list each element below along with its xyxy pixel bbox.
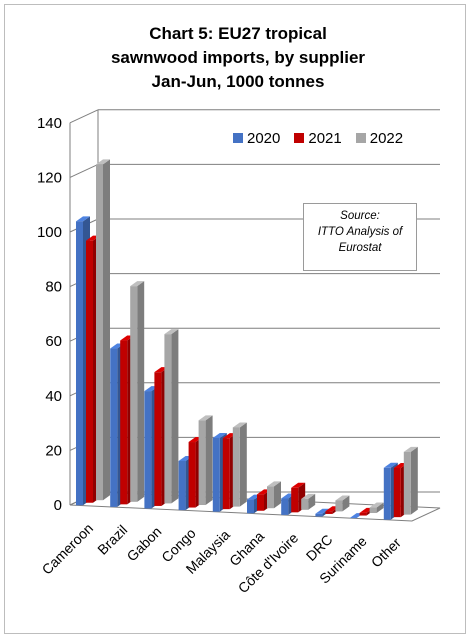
bar-front: [281, 498, 289, 515]
bar-top: [267, 481, 281, 487]
bar-2022-malaysia: [232, 422, 247, 507]
legend-label-2022: 2022: [369, 129, 404, 147]
bar-front: [232, 427, 240, 507]
bar-top: [291, 482, 306, 488]
chart-title-line-1: Chart 5: EU27 tropical: [149, 24, 327, 43]
bar-front: [164, 334, 172, 504]
bar-2022-cameroon: [96, 159, 110, 501]
bar-top: [164, 329, 179, 335]
bar-side: [342, 495, 350, 512]
bar-2022-ghana: [267, 481, 281, 509]
y-tick-label: 80: [45, 279, 62, 296]
bar-front: [198, 420, 206, 506]
bar-side: [103, 159, 110, 501]
bar-front: [110, 348, 118, 507]
bar-front: [257, 494, 264, 511]
bar-2022-drc: [335, 495, 350, 512]
bar-top: [335, 495, 350, 501]
bar-2022-gabon: [164, 329, 179, 504]
bar-top: [301, 493, 316, 499]
chart-title-line-2: sawnwood imports, by supplier: [110, 48, 366, 67]
y-tick-label: 0: [54, 497, 62, 514]
bar-front: [144, 391, 152, 509]
bar-front: [383, 467, 391, 520]
bar-front: [267, 486, 274, 509]
bar-front: [291, 487, 299, 513]
legend-label-2020: 2020: [247, 129, 281, 147]
legend-label-2021: 2021: [308, 129, 342, 147]
x-tick-label: DRC: [303, 531, 336, 564]
bar-front: [369, 507, 377, 514]
legend-item-2021: 2021: [294, 129, 342, 147]
bar-front: [120, 340, 128, 505]
bar-side: [376, 502, 384, 514]
bar-side: [308, 493, 316, 510]
bar-2022-suriname: [369, 502, 384, 514]
bar-top: [76, 216, 90, 222]
legend-item-2020: 2020: [233, 130, 280, 147]
bar-front: [130, 286, 138, 502]
bar-top: [130, 281, 145, 287]
bar-front: [315, 513, 323, 517]
bar-2022-c-te-d-ivoire: [301, 493, 316, 510]
bar-top: [212, 432, 227, 438]
legend-swatch-2020: [233, 133, 243, 143]
bar-front: [393, 468, 401, 518]
chart-title: Chart 5: EU27 tropical sawnwood imports,…: [0, 22, 476, 94]
bar-front: [178, 460, 186, 511]
gridline-side: [69, 109, 99, 124]
bar-front: [301, 498, 309, 510]
source-line-2: ITTO Analysis of: [317, 226, 403, 238]
bar-front: [154, 372, 162, 506]
source-line-1: Source:: [340, 210, 380, 222]
y-tick-label: 140: [37, 115, 62, 132]
bar-2022-congo: [198, 415, 213, 506]
x-tick-label: Cameroon: [39, 520, 97, 578]
bar-front: [188, 442, 196, 508]
bar-front: [335, 500, 343, 512]
bar-side: [171, 329, 179, 504]
bar-front: [86, 240, 93, 503]
legend-swatch-2021: [294, 133, 305, 143]
bar-2022-other: [403, 446, 418, 515]
legend-item-2022: 2022: [355, 129, 404, 147]
chart-title-line-3: Jan-Jun, 1000 tonnes: [151, 72, 325, 91]
bar-top: [403, 446, 418, 452]
y-tick-label: 120: [37, 169, 62, 186]
bar-front: [325, 511, 333, 514]
x-tick-label: Gabon: [123, 523, 164, 564]
bar-top: [369, 502, 384, 508]
source-line-3: Eurostat: [338, 242, 382, 254]
y-tick-label: 40: [45, 388, 62, 405]
chart-legend: 2020 2021 2022: [233, 128, 417, 148]
bar-front: [359, 512, 367, 516]
bar-side: [137, 281, 145, 502]
bar-top: [96, 159, 110, 165]
bar-side: [274, 481, 281, 509]
bar-side: [239, 422, 247, 507]
bar-front: [222, 438, 230, 510]
bar-front: [403, 451, 411, 515]
x-tick-label: Other: [368, 534, 404, 570]
bar-top: [383, 462, 398, 468]
bar-top: [315, 508, 330, 514]
legend-swatch-2022: [355, 133, 366, 143]
bar-top: [198, 415, 213, 421]
bar-side: [410, 446, 418, 515]
gridline-side: [69, 163, 99, 178]
bar-top: [232, 422, 247, 428]
bar-front: [76, 221, 83, 506]
bar-side: [205, 415, 213, 506]
bar-2022-brazil: [130, 281, 145, 502]
y-tick-label: 60: [45, 333, 62, 350]
bar-front: [96, 164, 103, 501]
bar-front: [247, 499, 254, 514]
y-tick-label: 100: [37, 224, 62, 241]
source-note: Source: ITTO Analysis of Eurostat: [303, 203, 417, 271]
y-tick-label: 20: [45, 442, 62, 459]
bar-front: [212, 437, 220, 512]
